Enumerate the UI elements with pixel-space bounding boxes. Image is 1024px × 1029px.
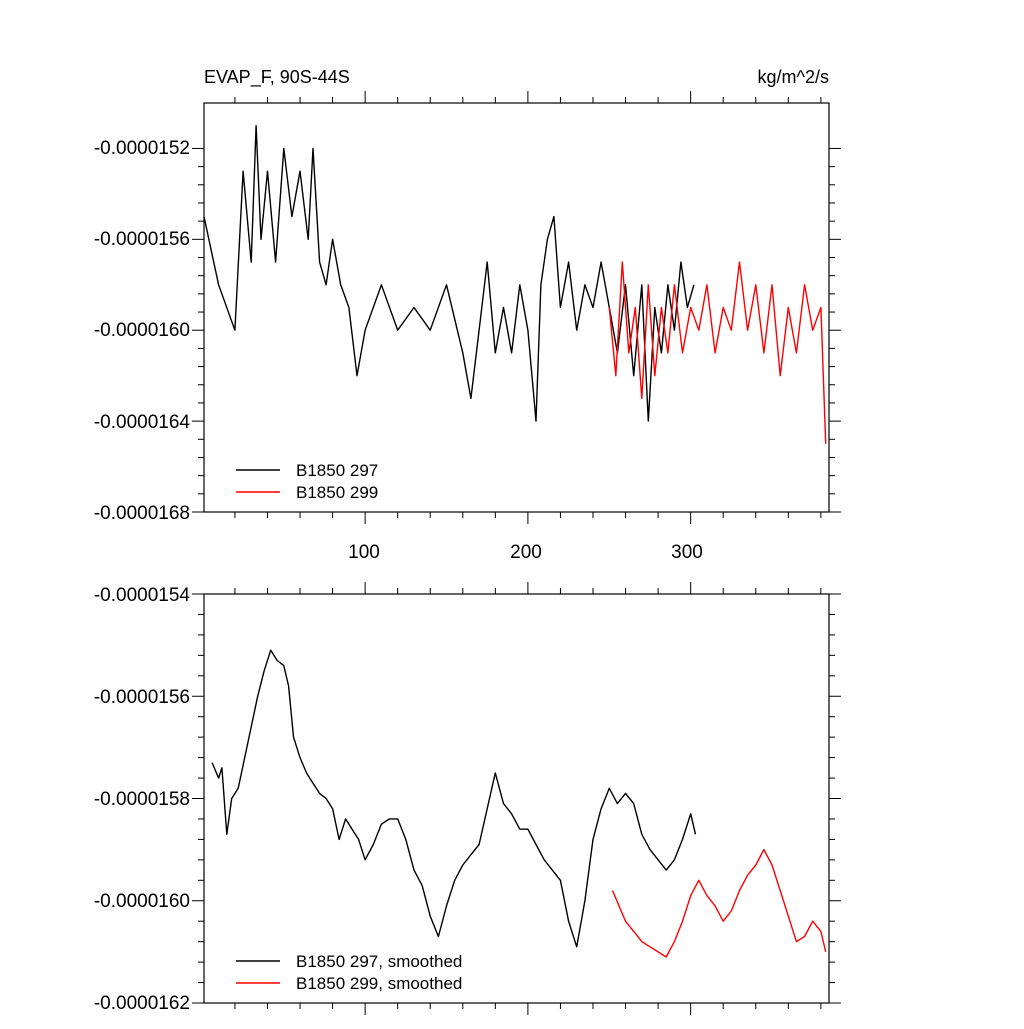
top-series-lines bbox=[203, 124, 827, 444]
top-axis-ticks bbox=[192, 91, 841, 524]
top-series-line-b1850-297 bbox=[203, 124, 695, 422]
bottom-axis-ticks bbox=[192, 582, 841, 1015]
top-legend: B1850 297 B1850 299 bbox=[236, 461, 378, 502]
top-xtick-label: 200 bbox=[510, 542, 542, 563]
top-ytick-label: -0.0000160 bbox=[94, 320, 190, 341]
top-legend-label: B1850 299 bbox=[296, 483, 378, 502]
top-panel: EVAP_F, 90S-44S kg/m^2/s -0.0000152 -0.0… bbox=[94, 67, 841, 563]
bottom-ytick-label: -0.0000154 bbox=[94, 585, 191, 606]
bottom-series-lines bbox=[211, 649, 827, 958]
top-ytick-label: -0.0000164 bbox=[94, 412, 191, 433]
bottom-panel: -0.0000154 -0.0000156 -0.0000158 -0.0000… bbox=[94, 582, 841, 1015]
bottom-legend-label: B1850 297, smoothed bbox=[296, 952, 462, 971]
bottom-ytick-label: -0.0000160 bbox=[94, 891, 190, 912]
top-xtick-label: 300 bbox=[671, 542, 703, 563]
bottom-legend: B1850 297, smoothed B1850 299, smoothed bbox=[236, 952, 462, 993]
bottom-series-line-b1850-299 bbox=[611, 848, 827, 958]
top-ytick-label: -0.0000152 bbox=[94, 138, 190, 159]
top-xtick-label: 100 bbox=[348, 542, 380, 563]
top-plot-frame bbox=[203, 102, 830, 513]
bottom-legend-label: B1850 299, smoothed bbox=[296, 974, 462, 993]
bottom-ytick-label: -0.0000162 bbox=[94, 993, 190, 1014]
top-units: kg/m^2/s bbox=[758, 67, 829, 87]
bottom-ytick-label: -0.0000156 bbox=[94, 687, 190, 708]
top-title: EVAP_F, 90S-44S bbox=[204, 67, 350, 88]
top-legend-label: B1850 297 bbox=[296, 461, 378, 480]
top-series-line-b1850-299 bbox=[608, 261, 827, 444]
bottom-plot-frame bbox=[203, 593, 830, 1004]
top-ytick-label: -0.0000168 bbox=[94, 503, 190, 524]
bottom-ytick-label: -0.0000158 bbox=[94, 789, 190, 810]
bottom-series-line-b1850-297 bbox=[211, 649, 697, 948]
top-ytick-label: -0.0000156 bbox=[94, 229, 190, 250]
